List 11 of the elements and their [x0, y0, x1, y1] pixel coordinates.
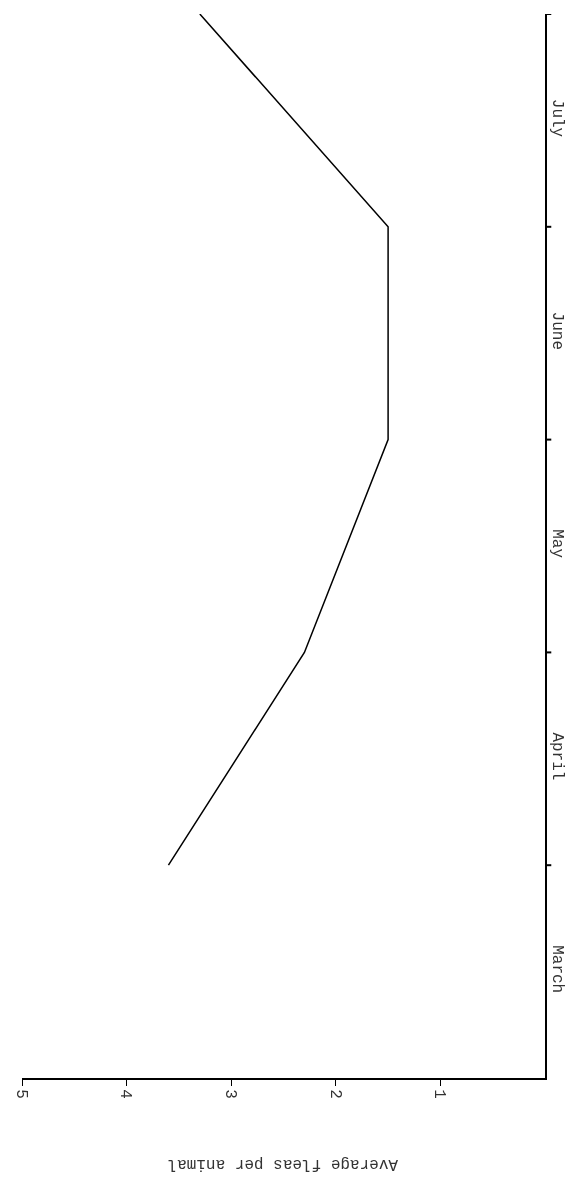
x-tick-label: 5	[11, 1089, 30, 1099]
x-tick-label: 1	[430, 1089, 449, 1099]
x-tick-label: 2	[325, 1089, 344, 1099]
y-tick-label: March	[548, 945, 567, 994]
x-tick-label: 4	[116, 1089, 135, 1099]
y-tick-label: June	[548, 311, 567, 350]
x-tick-label: 3	[221, 1089, 239, 1099]
y-tick-label: July	[548, 98, 567, 138]
y-tick-label: April	[548, 732, 567, 781]
y-tick-label: May	[548, 529, 567, 559]
x-axis-title: Average fleas per animal	[167, 1154, 398, 1173]
